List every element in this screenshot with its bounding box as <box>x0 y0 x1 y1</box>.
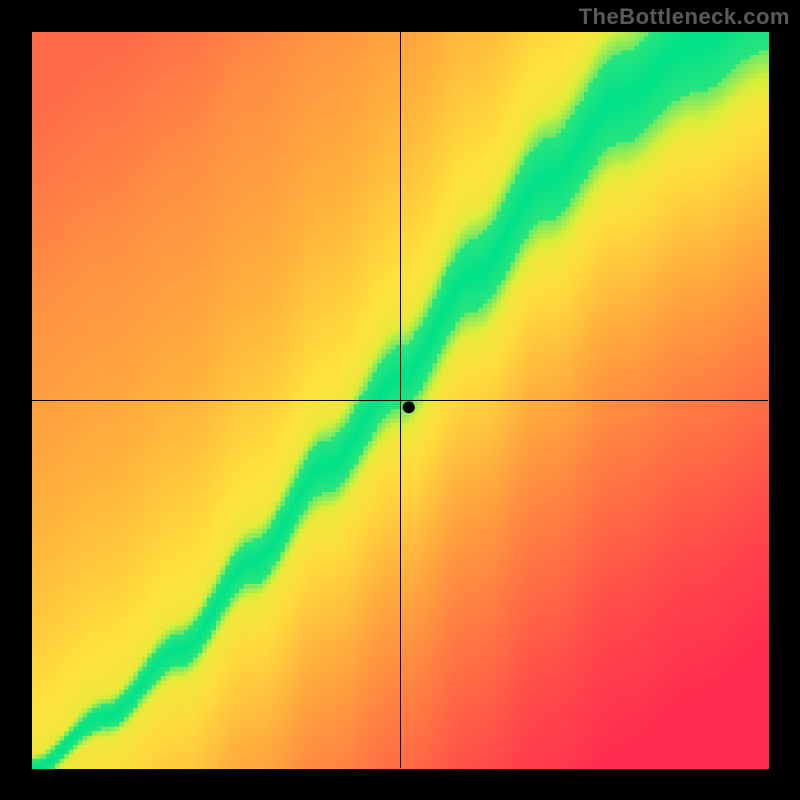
watermark-text: TheBottleneck.com <box>579 4 790 30</box>
bottleneck-heatmap <box>0 0 800 800</box>
